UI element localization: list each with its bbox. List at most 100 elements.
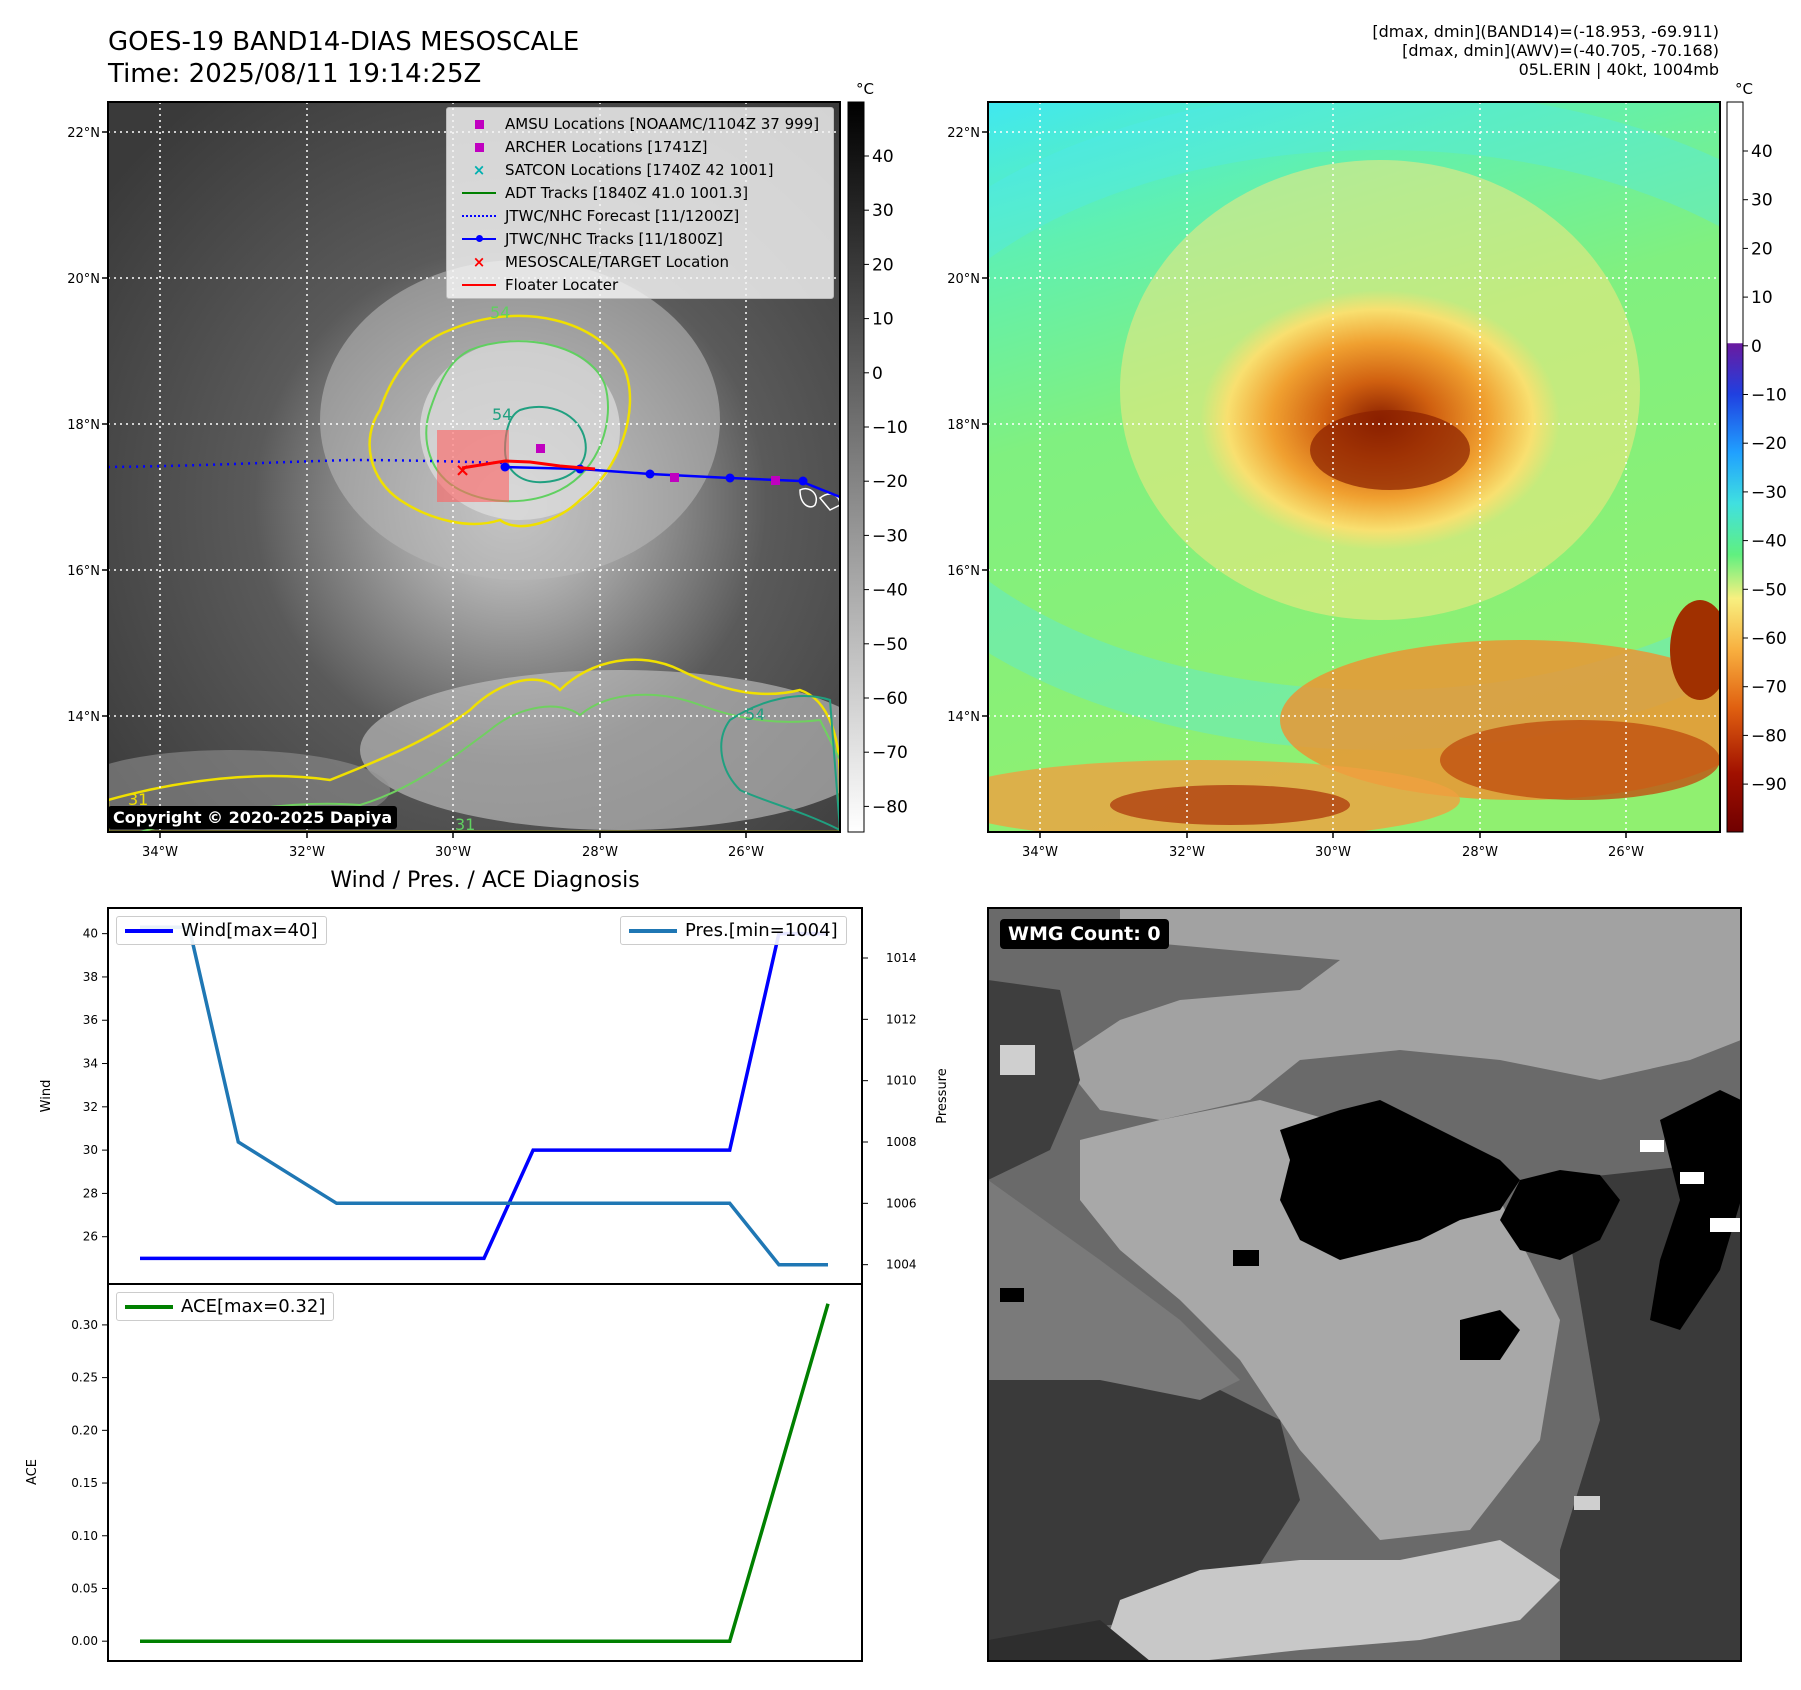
figure-info: [dmax, dmin](BAND14)=(-18.953, -69.911) … (1372, 22, 1719, 79)
colorbar-tick-label: −40 (872, 581, 908, 601)
contour-green-storm (425, 340, 609, 503)
info-line-awv: [dmax, dmin](AWV)=(-40.705, -70.168) (1402, 41, 1719, 60)
wmg-gray-mid-left (988, 1180, 1240, 1400)
contour-label-1: 54 (492, 405, 512, 424)
contour-yellow-storm (368, 314, 632, 528)
colorbar-left: °C 40 30 20 10 0 −10 −20 −30 −40 −50 −60 −70 −80 (847, 80, 908, 833)
map1-frame (107, 101, 841, 833)
wind-pressure-chart: 26 28 30 32 34 36 38 40 1004 1006 1008 1010 1012 1014 (83, 925, 917, 1272)
legend-item-label: ARCHER Locations [1741Z] (505, 138, 708, 156)
wmg-white-patch (1680, 1172, 1704, 1184)
best-track (504, 465, 840, 499)
colorbar-tick-label: −20 (1751, 434, 1787, 454)
colorbar-tick-label: −90 (1751, 775, 1787, 795)
colorbar-tick-label: −50 (1751, 580, 1787, 600)
legend-symbol-icon: × (472, 253, 486, 271)
pressure-tick-label: 1008 (886, 1135, 917, 1149)
colorbar-tick-label: −80 (872, 797, 908, 817)
wmg-black-small (1460, 1310, 1520, 1360)
awv-color-map: 22°N 20°N 18°N 16°N 14°N 34°W 32°W 30°W … (947, 101, 1721, 860)
ace-tick-label: 0.25 (71, 1371, 98, 1385)
best-track-point (500, 462, 510, 472)
wmg-light-top (1060, 908, 1741, 1120)
lon-label: 30°W (1315, 845, 1351, 860)
info-line-storm: 05L.ERIN | 40kt, 1004mb (1518, 60, 1719, 79)
archer-marker (536, 444, 545, 453)
wmg-bottom-dark (988, 1620, 1150, 1661)
colorbar-right-gradient (1726, 101, 1744, 833)
best-track-point (645, 469, 655, 479)
amsu-marker (670, 473, 679, 482)
wind-legend-line (125, 928, 173, 933)
legend-symbol-icon (459, 142, 499, 152)
ace-legend-label: ACE[max=0.32] (181, 1296, 326, 1317)
wmg-bottom-light (1100, 1540, 1560, 1661)
lon-label: 26°W (728, 845, 764, 860)
lat-label: 18°N (947, 418, 980, 433)
awv-south-band-core (1440, 720, 1720, 800)
wind-tick-label: 26 (83, 1230, 98, 1244)
colorbar-tick-label: −70 (872, 743, 908, 763)
colorbar-tick-label: 10 (872, 310, 894, 330)
contour-teal-south (720, 695, 840, 832)
colorbar-tick-label: −60 (872, 689, 908, 709)
wind-tick-label: 40 (83, 927, 98, 941)
contour-label-3: 31 (128, 790, 148, 809)
wmg-white-patch (1710, 1218, 1741, 1232)
wmg-panel (987, 907, 1742, 1662)
legend-item-label: MESOSCALE/TARGET Location (505, 253, 730, 271)
colorbar-tick-label: 20 (1751, 239, 1773, 259)
map1-lat-ticks (102, 131, 747, 838)
lon-label: 28°W (1462, 845, 1498, 860)
target-location-marker: × (455, 460, 470, 481)
colorbar-tick-label: 0 (1751, 337, 1762, 357)
ace-legend: ACE[max=0.32] (116, 1292, 335, 1321)
colorbar-right-unit: °C (1735, 80, 1753, 98)
awv-east-cell (1670, 600, 1720, 700)
legend-item-label: AMSU Locations [NOAAMC/1104Z 37 999] (505, 115, 820, 133)
legend-item: ARCHER Locations [1741Z] (459, 136, 708, 158)
colorbar-tick-label: −70 (1751, 678, 1787, 698)
amsu-marker (771, 476, 780, 485)
pressure-legend: Pres.[min=1004] (620, 916, 847, 945)
lon-label: 32°W (289, 845, 325, 860)
pressure-legend-label: Pres.[min=1004] (685, 920, 838, 941)
legend-item-label: JTWC/NHC Forecast [11/1200Z] (505, 207, 740, 225)
awv-storm-core (1310, 410, 1470, 490)
wmg-frame (987, 907, 1742, 1662)
bottom-plot-frame (107, 1283, 863, 1662)
pressure-legend-line (629, 928, 677, 933)
lat-label: 20°N (67, 272, 100, 287)
wmg-count-label: WMG Count: 0 (1000, 919, 1169, 949)
map-legend: AMSU Locations [NOAAMC/1104Z 37 999] ARCH… (446, 107, 834, 299)
ace-tick-label: 0.20 (71, 1423, 98, 1437)
wmg-black-far-right (1650, 1090, 1741, 1330)
wmg-black-right (1500, 1170, 1620, 1260)
colorbar-left-unit: °C (856, 80, 874, 98)
legend-item: × SATCON Locations [1740Z 42 1001] (459, 159, 774, 181)
legend-symbol-icon: × (472, 161, 486, 179)
pressure-tick-label: 1012 (886, 1012, 917, 1026)
contour-label-2: 54 (745, 705, 765, 724)
lon-label: 32°W (1169, 845, 1205, 860)
wmg-light-patch (1000, 1045, 1035, 1075)
colorbar-tick-label: −20 (872, 472, 908, 492)
lon-label: 28°W (582, 845, 618, 860)
figure-title: GOES-19 BAND14-DIAS MESOSCALE Time: 2025… (108, 26, 579, 90)
legend-item-label: JTWC/NHC Tracks [11/1800Z] (505, 230, 723, 248)
legend-item: JTWC/NHC Forecast [11/1200Z] (459, 205, 739, 227)
wind-tick-label: 34 (83, 1057, 98, 1071)
copyright-label: Copyright © 2020-2025 Dapiya (108, 806, 398, 829)
diagnosis-title: Wind / Pres. / ACE Diagnosis (330, 868, 639, 893)
wind-series-line (140, 931, 828, 1261)
ace-tick-label: 0.30 (71, 1318, 98, 1332)
legend-symbol-icon (459, 235, 499, 242)
wind-tick-label: 30 (83, 1143, 98, 1157)
map2-gridlines (988, 102, 1720, 832)
colorbar-tick-label: −10 (872, 418, 908, 438)
wind-tick-label: 36 (83, 1013, 98, 1027)
wmg-black-patch (1233, 1250, 1259, 1266)
lon-label: 26°W (1608, 845, 1644, 860)
colorbar-tick-label: 30 (1751, 191, 1773, 211)
legend-symbol-icon (459, 119, 499, 129)
